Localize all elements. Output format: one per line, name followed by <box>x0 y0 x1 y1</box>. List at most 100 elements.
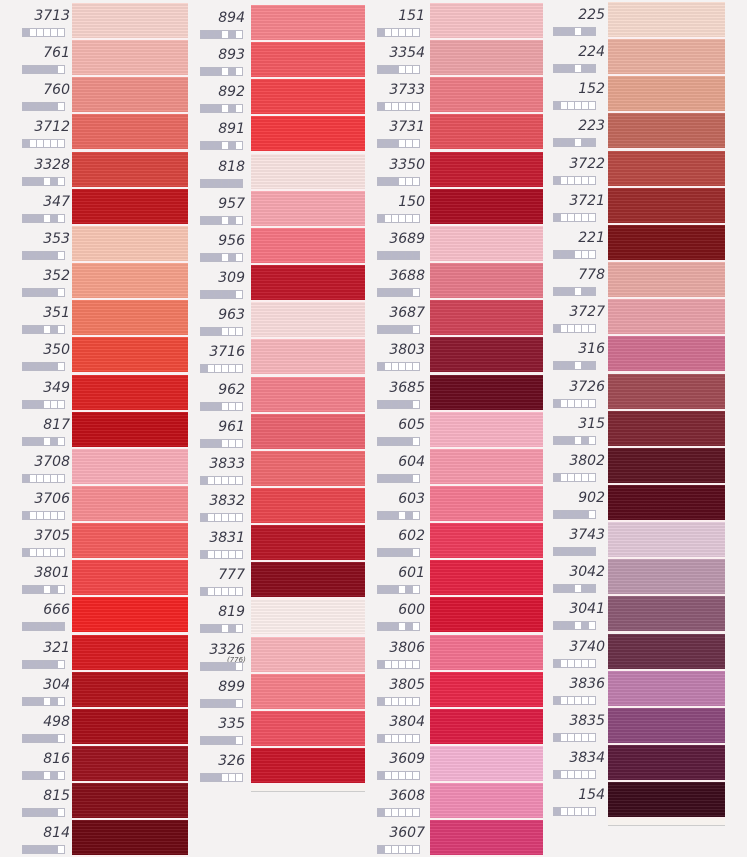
fastness-indicator <box>377 845 420 855</box>
indicator-box <box>57 288 65 298</box>
fastness-indicator <box>553 435 596 445</box>
thread-swatch <box>251 116 365 154</box>
fastness-indicator <box>377 473 420 483</box>
swatch-row: 666 <box>0 597 747 635</box>
color-code-label: 3726 <box>569 378 605 395</box>
thread-swatch <box>608 522 725 560</box>
fastness-indicator <box>553 547 596 557</box>
color-code-label: 956 <box>218 232 245 249</box>
color-code-label: 815 <box>43 788 70 805</box>
thread-swatch <box>72 597 188 635</box>
thread-swatch <box>72 746 188 783</box>
color-code-label: 760 <box>43 82 70 99</box>
indicator-box <box>588 324 596 334</box>
thread-swatch <box>72 188 188 226</box>
fastness-indicator <box>377 362 420 372</box>
color-code-label: 602 <box>398 528 425 545</box>
thread-swatch <box>430 708 543 746</box>
color-code-label: 3733 <box>389 82 425 99</box>
indicator-box <box>235 661 243 671</box>
color-code-label: 3834 <box>569 750 605 766</box>
swatch-row: 3743 <box>0 522 747 560</box>
color-code-label: 3041 <box>569 601 605 618</box>
indicator-box <box>588 621 596 631</box>
swatch-row: 350 <box>0 337 747 375</box>
indicator-box <box>235 624 243 634</box>
indicator-box <box>412 659 420 669</box>
color-code-label: 3712 <box>34 119 70 136</box>
indicator-box <box>57 28 65 37</box>
color-code-label: 957 <box>218 195 245 212</box>
swatch-row: 221 <box>0 224 747 262</box>
color-code-label: 3685 <box>389 379 425 396</box>
swatch-row: 3831 <box>0 525 747 563</box>
swatch-row: 3708 <box>0 448 747 486</box>
indicator-box <box>412 436 420 446</box>
color-code-label: 3688 <box>389 268 425 285</box>
indicator-box <box>57 139 65 149</box>
fastness-indicator <box>377 102 420 112</box>
swatch-row: 894 <box>0 5 747 42</box>
fastness-indicator <box>377 622 420 632</box>
swatch-row: 3712 <box>0 114 747 152</box>
color-code-label: 352 <box>43 268 70 285</box>
thread-swatch <box>72 300 188 338</box>
color-code-label: 350 <box>43 342 70 359</box>
thread-swatch <box>72 374 188 412</box>
fastness-indicator <box>377 696 420 706</box>
swatch-row: 3722 <box>0 150 747 188</box>
indicator-box <box>57 250 65 260</box>
thread-swatch <box>430 114 543 152</box>
color-code-label: 961 <box>218 418 245 435</box>
fastness-indicator <box>200 178 243 188</box>
indicator-box <box>57 399 65 409</box>
color-code-label: 3042 <box>569 564 605 581</box>
indicator-box <box>588 509 596 519</box>
swatch-row: 3713 <box>0 3 747 40</box>
fastness-indicator <box>22 436 65 446</box>
thread-swatch <box>430 597 543 635</box>
fastness-indicator <box>200 438 243 448</box>
fastness-indicator <box>200 364 243 374</box>
thread-swatch <box>430 151 543 189</box>
fastness-indicator <box>22 362 65 372</box>
swatch-row: 3326 (776) <box>0 636 747 674</box>
swatch-row: 3804 <box>0 708 747 746</box>
thread-swatch <box>430 523 543 561</box>
fastness-indicator <box>22 622 65 632</box>
indicator-box <box>235 475 243 485</box>
thread-swatch <box>608 633 725 671</box>
indicator-box <box>57 65 65 75</box>
thread-swatch <box>430 560 543 598</box>
color-code-label: 600 <box>398 602 425 619</box>
swatch-row: 963 <box>0 302 747 340</box>
color-code-label: 309 <box>218 270 245 287</box>
thread-swatch <box>251 79 365 117</box>
thread-swatch <box>608 707 725 745</box>
indicator-box <box>588 435 596 445</box>
fastness-indicator <box>377 436 420 446</box>
thread-swatch <box>608 670 725 708</box>
swatch-row: 3832 <box>0 487 747 525</box>
swatch-row: 3716 <box>0 339 747 377</box>
thread-swatch <box>251 487 365 525</box>
thread-swatch <box>72 114 188 152</box>
thread-swatch <box>608 299 725 337</box>
swatch-row: 3350 <box>0 151 747 189</box>
fastness-indicator <box>22 548 65 558</box>
indicator-box <box>235 178 243 188</box>
indicator-box <box>235 215 243 225</box>
color-code-label: 3722 <box>569 155 605 172</box>
color-code-label: 349 <box>43 379 70 396</box>
indicator-box <box>412 325 420 335</box>
swatch-row: 3705 <box>0 523 747 561</box>
fastness-indicator <box>200 624 243 634</box>
color-code-label: 152 <box>578 81 605 98</box>
color-code-label: 3743 <box>569 527 605 544</box>
thread-swatch <box>72 448 188 486</box>
color-code-label: 892 <box>218 84 245 101</box>
fastness-indicator <box>200 104 243 114</box>
swatch-row: 3609 <box>0 746 747 783</box>
color-code-label: 304 <box>43 676 70 693</box>
thread-swatch <box>251 153 365 191</box>
